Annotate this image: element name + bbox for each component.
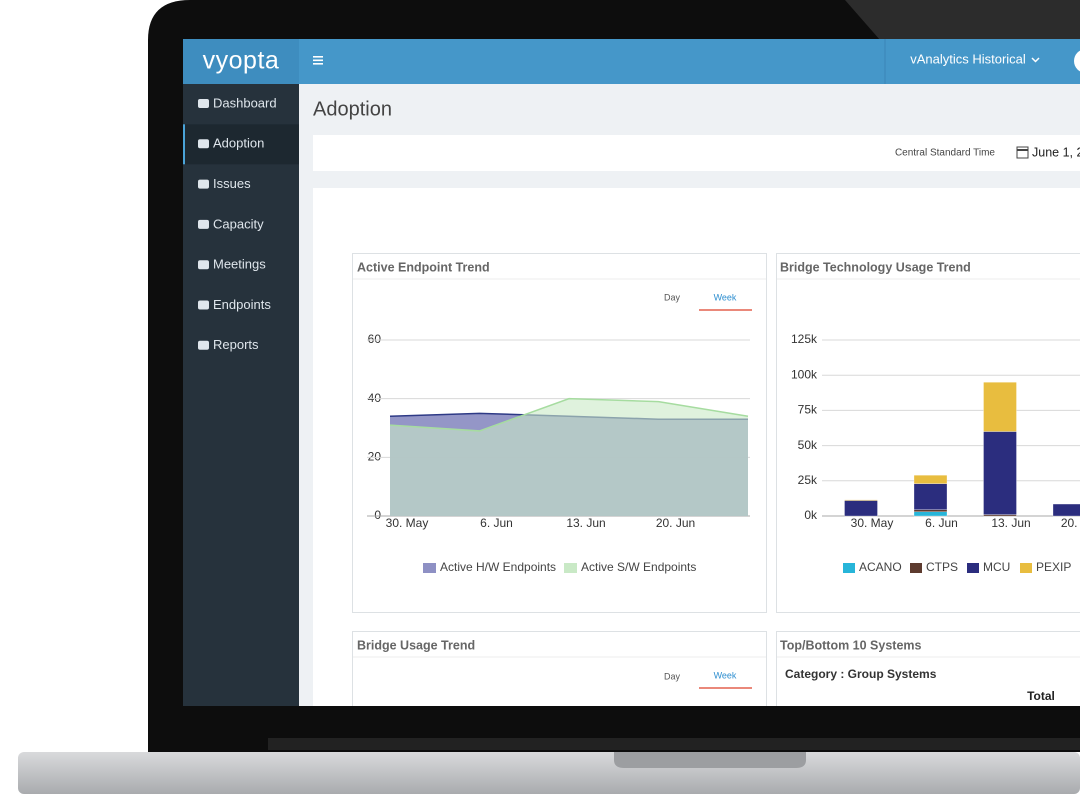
date-range[interactable]: June 1, 2 bbox=[1032, 145, 1080, 159]
x-tick-label: 6. Jun bbox=[925, 516, 958, 530]
line bbox=[389, 397, 749, 432]
y-tick-label: 60 bbox=[368, 332, 382, 346]
y-tick-label: 75k bbox=[798, 403, 818, 417]
y-tick-label: 0k bbox=[804, 508, 818, 522]
x-tick-label: 13. Jun bbox=[566, 516, 605, 530]
timezone: Central Standard Time bbox=[895, 148, 995, 159]
x-tick-label: 20. Jun bbox=[656, 516, 695, 530]
bar-segment bbox=[844, 500, 878, 517]
legend-swatch bbox=[423, 563, 436, 573]
dropdown-caret bbox=[1031, 57, 1040, 63]
nav-icon bbox=[198, 219, 209, 229]
nav-icon bbox=[198, 300, 209, 310]
panel-title: Top/Bottom 10 Systems bbox=[780, 638, 922, 652]
avatar[interactable] bbox=[1074, 49, 1080, 73]
toggle-day[interactable]: Day bbox=[664, 292, 681, 302]
bar-segment bbox=[983, 382, 1017, 432]
bar-segment bbox=[983, 514, 1017, 517]
bezel-reflection bbox=[845, 0, 1080, 40]
legend-swatch bbox=[564, 563, 577, 573]
x-tick-label: 30. May bbox=[386, 516, 429, 530]
chart-title: Active Endpoint Trend bbox=[357, 260, 490, 274]
bar-segment bbox=[913, 483, 948, 510]
nav-icon bbox=[198, 99, 209, 108]
nav-icon bbox=[198, 260, 209, 270]
nav-icon bbox=[198, 179, 209, 189]
category-label: Category : Group Systems bbox=[785, 667, 937, 681]
nav-item[interactable]: Dashboard bbox=[213, 95, 277, 110]
brand-logo[interactable]: vyopta bbox=[203, 47, 280, 75]
y-tick-label: 0 bbox=[374, 508, 381, 522]
area bbox=[390, 398, 748, 516]
x-tick-label: 6. Jun bbox=[480, 516, 513, 530]
nav-icon bbox=[198, 139, 209, 149]
chart-panel bbox=[776, 253, 1080, 613]
legend-label[interactable]: MCU bbox=[983, 560, 1010, 574]
legend-label[interactable]: Active H/W Endpoints bbox=[440, 560, 556, 574]
legend-label[interactable]: Active S/W Endpoints bbox=[581, 560, 696, 574]
legend-label[interactable]: PEXIP bbox=[1036, 560, 1071, 574]
chart-title: Bridge Technology Usage Trend bbox=[780, 260, 971, 274]
legend-label[interactable]: ACANO bbox=[859, 560, 902, 574]
menu-dropdown[interactable]: vAnalytics Historical bbox=[910, 51, 1026, 66]
base-notch bbox=[614, 752, 806, 768]
nav-item[interactable]: Adoption bbox=[213, 136, 264, 151]
nav-item[interactable]: Endpoints bbox=[213, 297, 271, 312]
panel-title: Bridge Usage Trend bbox=[357, 638, 475, 652]
y-tick-label: 100k bbox=[791, 367, 818, 381]
laptop-base bbox=[18, 752, 1080, 794]
nav-active-bar bbox=[183, 124, 185, 165]
toggle-day[interactable]: Day bbox=[664, 671, 681, 681]
y-tick-label: 40 bbox=[368, 391, 382, 405]
brand-area bbox=[183, 39, 299, 84]
y-tick-label: 125k bbox=[791, 332, 818, 346]
hamburger[interactable] bbox=[313, 56, 323, 65]
legend-swatch bbox=[910, 563, 922, 573]
column-header: Total bbox=[1027, 689, 1055, 703]
y-tick-label: 25k bbox=[798, 473, 818, 487]
screen: vyopta vAnalytics Historical Adoption Ce… bbox=[183, 39, 1080, 706]
nav-item[interactable]: Meetings bbox=[213, 257, 266, 272]
legend-swatch bbox=[1020, 563, 1032, 573]
bar-segment bbox=[983, 431, 1017, 515]
bar-segment bbox=[1052, 503, 1080, 517]
page-title: Adoption bbox=[313, 98, 392, 120]
x-tick-label: 30. May bbox=[851, 516, 894, 530]
bar-segment bbox=[913, 509, 948, 512]
calendar-icon bbox=[1016, 146, 1029, 159]
toggle-week[interactable]: Week bbox=[714, 292, 737, 302]
bar-segment bbox=[913, 511, 948, 517]
toggle-week[interactable]: Week bbox=[714, 670, 737, 680]
y-tick-label: 50k bbox=[798, 438, 818, 452]
legend-label[interactable]: CTPS bbox=[926, 560, 958, 574]
bar-segment bbox=[913, 475, 948, 484]
legend-swatch bbox=[967, 563, 979, 573]
filter-bar bbox=[313, 135, 1080, 171]
nav-item[interactable]: Reports bbox=[213, 337, 259, 352]
nav-icon bbox=[198, 340, 209, 350]
nav-item[interactable]: Capacity bbox=[213, 216, 264, 231]
x-tick-label: 20. Jun bbox=[1061, 516, 1080, 530]
keyboard-lip bbox=[268, 738, 1080, 750]
table-panel bbox=[776, 631, 1080, 706]
nav-item[interactable]: Issues bbox=[213, 176, 251, 191]
y-tick-label: 20 bbox=[368, 450, 382, 464]
bar-segment bbox=[844, 499, 878, 501]
x-tick-label: 13. Jun bbox=[991, 516, 1030, 530]
header bbox=[183, 39, 1080, 84]
legend-swatch bbox=[843, 563, 855, 573]
chart-panel bbox=[352, 631, 767, 706]
